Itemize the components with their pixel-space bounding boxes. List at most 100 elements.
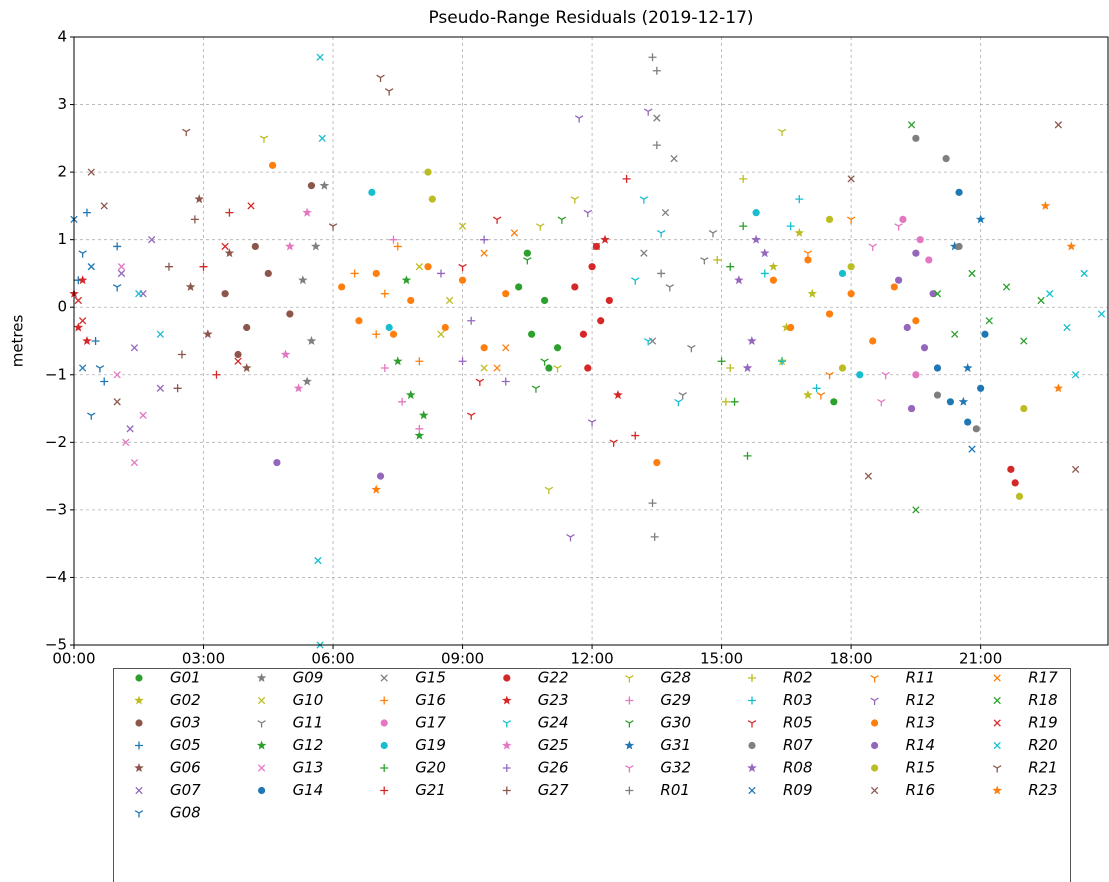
data-point bbox=[480, 364, 488, 372]
data-point bbox=[424, 168, 432, 176]
data-point bbox=[319, 180, 330, 190]
legend-label: G13 bbox=[293, 759, 324, 777]
data-point bbox=[389, 235, 398, 244]
data-point bbox=[1066, 241, 1077, 251]
data-point bbox=[185, 282, 196, 291]
data-point bbox=[760, 269, 769, 278]
data-point bbox=[894, 223, 903, 231]
data-point bbox=[380, 289, 389, 298]
data-point bbox=[264, 269, 272, 278]
data-point bbox=[605, 296, 613, 305]
data-point bbox=[376, 472, 385, 480]
legend-label: R07 bbox=[783, 736, 813, 754]
data-point bbox=[968, 269, 976, 278]
legend-marker bbox=[380, 719, 388, 727]
legend-label: G29 bbox=[660, 691, 691, 709]
data-point bbox=[501, 377, 510, 386]
legend-label: G27 bbox=[538, 781, 569, 799]
legend-label: G12 bbox=[293, 736, 324, 754]
data-point bbox=[302, 207, 312, 217]
data-point bbox=[117, 269, 126, 278]
data-point bbox=[480, 249, 488, 257]
legend-marker bbox=[871, 719, 879, 727]
data-point bbox=[570, 196, 580, 204]
data-point bbox=[816, 392, 826, 400]
legend-label: R12 bbox=[906, 691, 936, 709]
legend-label: R15 bbox=[906, 759, 936, 777]
data-point bbox=[670, 154, 678, 163]
legend-marker bbox=[993, 741, 1001, 750]
x-tick-label: 03:00 bbox=[182, 650, 225, 668]
legend-marker bbox=[380, 741, 388, 750]
data-point bbox=[424, 263, 432, 271]
data-point bbox=[113, 398, 121, 406]
data-point bbox=[847, 290, 855, 298]
data-point bbox=[869, 337, 877, 345]
data-point bbox=[384, 88, 394, 96]
legend-frame bbox=[113, 668, 1071, 882]
data-point bbox=[510, 229, 519, 237]
legend-label: R16 bbox=[906, 781, 936, 799]
data-point bbox=[164, 262, 173, 271]
legend-label: R14 bbox=[906, 736, 936, 754]
data-point bbox=[661, 208, 670, 217]
data-point bbox=[653, 459, 661, 467]
data-point bbox=[571, 283, 579, 291]
data-point bbox=[1063, 323, 1071, 332]
legend-marker bbox=[747, 720, 757, 728]
data-point bbox=[721, 397, 730, 406]
data-point bbox=[436, 269, 445, 278]
data-point bbox=[912, 506, 920, 514]
legend-marker bbox=[871, 764, 879, 772]
data-point bbox=[743, 451, 752, 460]
data-point bbox=[74, 296, 82, 305]
data-point bbox=[795, 195, 804, 204]
data-point bbox=[428, 195, 436, 203]
legend-marker bbox=[870, 697, 879, 705]
data-point bbox=[398, 397, 407, 406]
data-point bbox=[122, 438, 130, 446]
legend-label: R17 bbox=[1028, 669, 1058, 687]
data-point bbox=[640, 249, 648, 257]
data-point bbox=[1040, 200, 1051, 210]
legend-label: R09 bbox=[783, 781, 813, 799]
data-point bbox=[371, 484, 381, 494]
data-point bbox=[415, 263, 424, 271]
data-point bbox=[613, 390, 623, 400]
data-point bbox=[652, 66, 661, 75]
data-point bbox=[1037, 296, 1045, 305]
data-point bbox=[1071, 465, 1080, 474]
data-point bbox=[156, 330, 165, 338]
data-point bbox=[747, 336, 757, 345]
data-point bbox=[864, 472, 873, 480]
data-point bbox=[380, 364, 389, 373]
data-point bbox=[739, 174, 748, 183]
legend-label: G25 bbox=[538, 736, 569, 754]
data-point bbox=[830, 398, 838, 406]
data-point bbox=[631, 431, 640, 440]
legend-marker bbox=[624, 740, 635, 750]
data-point bbox=[475, 378, 485, 387]
legend-label: G19 bbox=[415, 736, 446, 754]
data-point bbox=[587, 419, 597, 427]
data-point bbox=[528, 330, 536, 338]
data-point bbox=[234, 350, 242, 359]
data-point bbox=[981, 330, 989, 338]
data-point bbox=[224, 248, 235, 258]
data-point bbox=[1080, 269, 1088, 278]
data-point bbox=[574, 115, 584, 123]
data-point bbox=[881, 371, 890, 380]
data-point bbox=[942, 155, 950, 163]
legend-marker bbox=[871, 741, 879, 750]
data-point bbox=[678, 392, 687, 400]
data-point bbox=[648, 53, 657, 62]
data-point bbox=[777, 128, 787, 137]
data-point bbox=[890, 283, 898, 291]
data-point bbox=[553, 344, 562, 352]
x-tick-label: 09:00 bbox=[441, 650, 484, 668]
data-point bbox=[1002, 283, 1011, 291]
data-point bbox=[730, 397, 739, 406]
legend-marker bbox=[380, 674, 388, 682]
legend-marker bbox=[258, 786, 266, 795]
x-tick-label: 21:00 bbox=[959, 650, 1002, 668]
